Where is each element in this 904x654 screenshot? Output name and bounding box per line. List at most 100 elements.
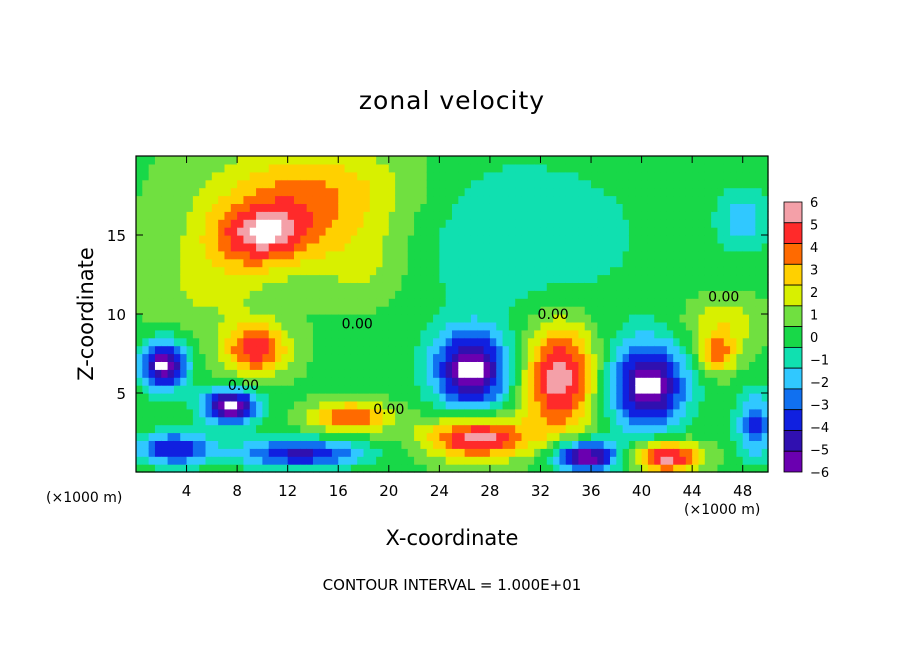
field-cell — [414, 171, 421, 181]
field-cell — [553, 345, 561, 355]
field-cell — [452, 235, 459, 244]
field-cell — [237, 306, 245, 315]
field-cell — [420, 329, 428, 339]
field-cell — [350, 211, 358, 220]
field-cell — [730, 408, 737, 418]
field-cell — [249, 195, 257, 204]
field-cell — [325, 258, 333, 268]
field-cell — [205, 424, 213, 434]
field-cell — [679, 353, 687, 362]
colorbar-label: 1 — [810, 309, 818, 324]
field-cell — [161, 456, 169, 465]
field-cell — [673, 361, 681, 370]
field-cell — [679, 432, 687, 441]
field-cell — [325, 456, 333, 465]
field-cell — [717, 203, 725, 212]
field-cell — [281, 274, 289, 283]
field-cell — [249, 274, 257, 283]
field-cell — [395, 337, 403, 347]
field-cell — [224, 266, 232, 276]
field-cell — [331, 219, 339, 228]
field-cell — [565, 456, 573, 465]
field-cell — [673, 258, 681, 268]
field-cell — [470, 211, 478, 220]
field-cell — [395, 456, 403, 465]
field-cell — [578, 195, 586, 204]
colorbar-label: −5 — [810, 444, 829, 459]
field-cell — [723, 211, 731, 220]
field-cell — [553, 385, 561, 394]
field-cell — [622, 432, 630, 441]
field-cell — [205, 432, 213, 441]
field-cell — [742, 250, 750, 260]
field-cell — [654, 242, 662, 252]
field-cell — [218, 171, 226, 181]
field-cell — [559, 353, 567, 362]
field-cell — [578, 464, 586, 473]
field-cell — [755, 345, 763, 355]
field-cell — [660, 337, 668, 347]
field-cell — [628, 250, 636, 260]
field-cell — [647, 282, 655, 291]
field-cell — [401, 250, 409, 260]
field-cell — [489, 329, 497, 339]
field-cell — [458, 456, 466, 465]
field-cell — [281, 432, 289, 441]
field-cell — [635, 416, 643, 426]
field-cell — [433, 258, 440, 268]
field-cell — [679, 337, 687, 347]
field-cell — [660, 440, 668, 449]
field-cell — [237, 329, 245, 339]
field-cell — [597, 242, 605, 252]
field-cell — [572, 400, 579, 410]
field-cell — [603, 448, 611, 457]
field-cell — [553, 187, 561, 197]
field-cell — [154, 306, 162, 315]
field-cell — [717, 290, 725, 299]
field-cell — [685, 400, 693, 410]
field-cell — [338, 163, 346, 173]
field-cell — [136, 464, 143, 473]
field-cell — [546, 385, 554, 394]
field-cell — [515, 298, 523, 307]
field-cell — [502, 361, 510, 370]
field-cell — [673, 329, 681, 339]
field-cell — [565, 337, 573, 347]
field-cell — [616, 266, 624, 276]
field-cell — [698, 266, 706, 276]
field-cell — [477, 242, 485, 252]
field-cell — [136, 290, 143, 299]
field-cell — [673, 250, 681, 260]
field-cell — [521, 393, 529, 402]
field-cell — [237, 298, 245, 307]
field-cell — [445, 282, 453, 291]
field-cell — [344, 250, 352, 260]
field-cell — [628, 440, 636, 449]
field-cell — [376, 400, 384, 410]
field-cell — [249, 298, 257, 307]
field-cell — [319, 290, 327, 299]
field-cell — [685, 163, 693, 173]
field-cell — [205, 250, 213, 260]
field-cell — [338, 211, 346, 220]
field-cell — [268, 179, 276, 189]
field-cell — [148, 385, 156, 394]
field-cell — [515, 321, 523, 331]
field-cell — [477, 298, 485, 307]
field-cell — [439, 385, 447, 394]
field-cell — [704, 393, 712, 402]
field-cell — [180, 448, 188, 457]
field-cell — [635, 440, 643, 449]
field-cell — [515, 163, 523, 173]
field-cell — [692, 369, 700, 378]
field-cell — [502, 464, 510, 473]
field-cell — [230, 377, 238, 386]
field-cell — [199, 448, 207, 457]
field-cell — [350, 266, 358, 276]
field-cell — [730, 321, 737, 331]
field-cell — [376, 266, 384, 276]
field-cell — [477, 408, 485, 418]
field-cell — [584, 163, 592, 173]
field-cell — [439, 266, 447, 276]
field-cell — [199, 416, 207, 426]
